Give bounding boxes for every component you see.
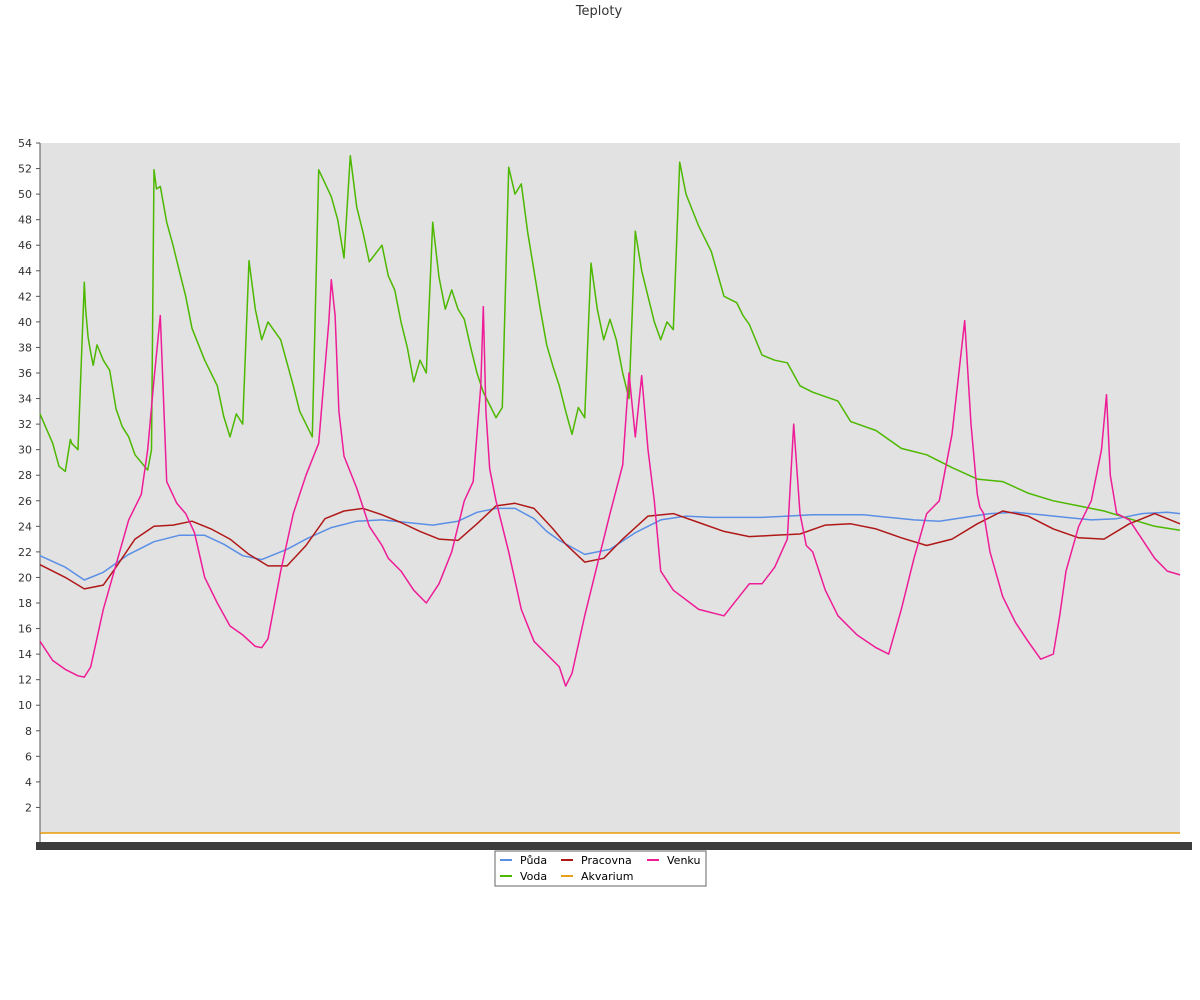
y-tick-label: 2	[25, 801, 32, 814]
y-tick-label: 54	[18, 137, 32, 150]
legend-label: Venku	[667, 854, 700, 867]
series-layer	[39, 155, 1181, 834]
y-tick-label: 6	[25, 750, 32, 763]
y-tick-label: 26	[18, 495, 32, 508]
y-axis: 2468101214161820222426283032343638404244…	[18, 137, 41, 833]
legend: Půda Voda Pracovna Akvarium Venku	[494, 850, 707, 887]
chart-title: Teploty	[575, 4, 623, 19]
y-tick-label: 28	[18, 469, 32, 482]
y-tick-label: 24	[18, 520, 32, 533]
y-tick-label: 20	[18, 571, 32, 584]
legend-box	[494, 850, 707, 887]
y-tick-label: 22	[18, 546, 32, 559]
series-line-pracovna	[39, 502, 1181, 590]
y-tick-label: 30	[18, 444, 32, 457]
legend-label: Půda	[520, 854, 547, 867]
y-tick-label: 38	[18, 341, 32, 354]
series-line-voda	[39, 155, 1181, 531]
y-tick-label: 36	[18, 367, 32, 380]
x-axis	[36, 832, 1192, 850]
series-line-venku	[39, 278, 1181, 687]
legend-label: Akvarium	[581, 870, 633, 883]
y-tick-label: 16	[18, 623, 32, 636]
plot-area	[40, 143, 1180, 833]
y-tick-label: 14	[18, 648, 32, 661]
y-tick-label: 40	[18, 316, 32, 329]
y-tick-label: 48	[18, 214, 32, 227]
y-tick-label: 52	[18, 163, 32, 176]
y-tick-label: 34	[18, 393, 32, 406]
series-line-p-da	[39, 507, 1181, 581]
legend-label: Voda	[520, 870, 547, 883]
y-tick-label: 8	[25, 725, 32, 738]
y-tick-label: 10	[18, 699, 32, 712]
legend-label: Pracovna	[581, 854, 632, 867]
y-tick-label: 50	[18, 188, 32, 201]
y-tick-label: 12	[18, 674, 32, 687]
y-tick-label: 32	[18, 418, 32, 431]
y-tick-label: 4	[25, 776, 32, 789]
x-tick-band	[36, 842, 1192, 850]
y-tick-label: 18	[18, 597, 32, 610]
y-tick-label: 42	[18, 290, 32, 303]
y-tick-label: 44	[18, 265, 32, 278]
y-tick-label: 46	[18, 239, 32, 252]
